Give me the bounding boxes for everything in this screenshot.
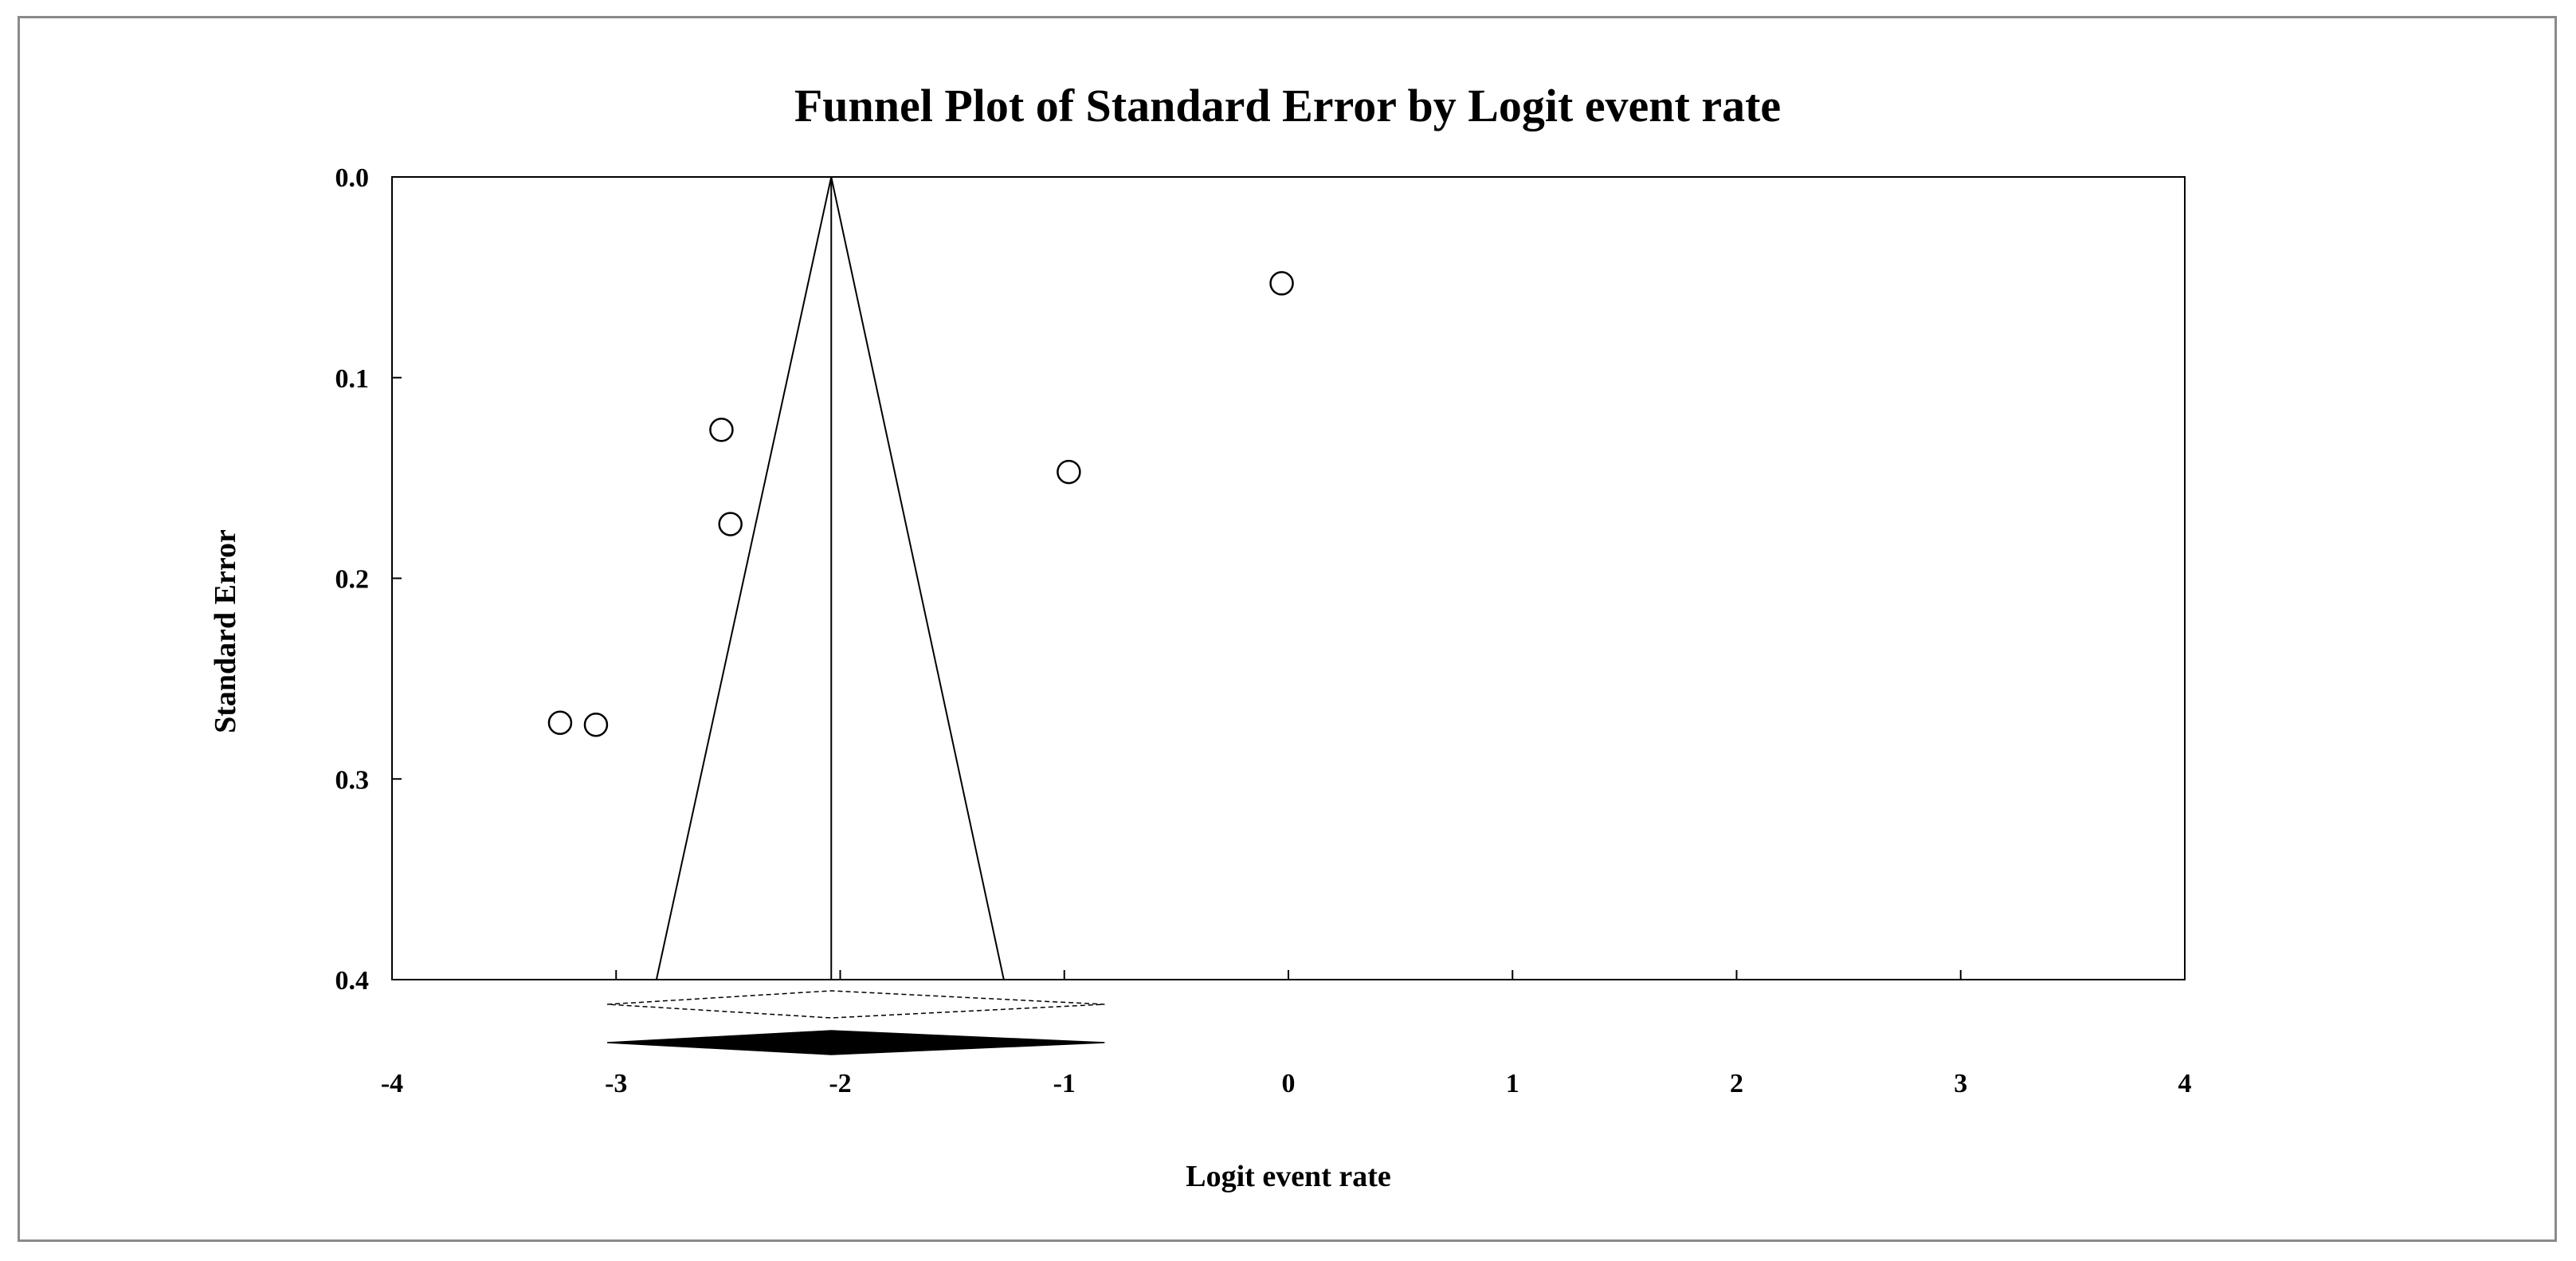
study-point	[718, 512, 743, 536]
x-tick-label: -3	[605, 1069, 627, 1098]
funnel-right-line	[830, 176, 1005, 980]
study-point	[547, 710, 573, 736]
study-points	[547, 271, 1294, 737]
summary-diamonds	[606, 990, 1105, 1055]
chart-title: Funnel Plot of Standard Error by Logit e…	[794, 80, 1781, 132]
x-tick-label: 0	[1282, 1069, 1296, 1098]
study-point	[1269, 271, 1294, 296]
imputed-summary-diamond	[606, 1030, 1105, 1055]
y-tick-label: 0.0	[335, 163, 370, 193]
funnel-left-line	[655, 176, 833, 980]
y-tick-label: 0.4	[335, 966, 370, 996]
x-tick-label: -2	[829, 1069, 851, 1098]
x-tick-label: 3	[1954, 1069, 1967, 1098]
x-tick-label: 1	[1506, 1069, 1519, 1098]
study-point	[1057, 459, 1081, 485]
x-tick-label: -1	[1053, 1069, 1076, 1098]
x-tick-label: -4	[381, 1069, 403, 1098]
x-axis-label: Logit event rate	[1186, 1160, 1390, 1193]
x-tick-label: 2	[1730, 1069, 1743, 1098]
study-point	[709, 417, 734, 442]
y-axis-ticks: 0.0 0.1 0.2 0.3 0.4	[335, 163, 402, 996]
study-point	[583, 713, 609, 737]
y-axis-label: Standard Error	[209, 529, 242, 733]
y-tick-label: 0.2	[335, 565, 370, 595]
observed-summary-diamond	[606, 990, 1105, 1019]
x-tick-label: 4	[2178, 1069, 2192, 1098]
funnel-lines	[655, 176, 1005, 980]
plot-area	[391, 176, 2186, 980]
y-tick-label: 0.3	[335, 765, 370, 795]
y-tick-label: 0.1	[335, 364, 370, 394]
x-axis-ticks: -4 -3 -2 -1 0 1 2 3 4	[381, 970, 2192, 1098]
